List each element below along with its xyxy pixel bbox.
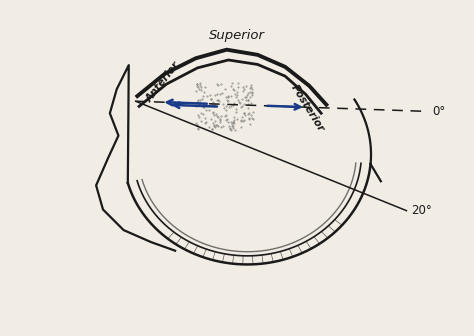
Text: Superior: Superior — [209, 30, 265, 42]
Text: Posterior: Posterior — [289, 83, 326, 133]
Text: 20°: 20° — [411, 204, 432, 217]
Text: 0°: 0° — [433, 105, 446, 118]
Text: Anterior: Anterior — [144, 60, 182, 104]
